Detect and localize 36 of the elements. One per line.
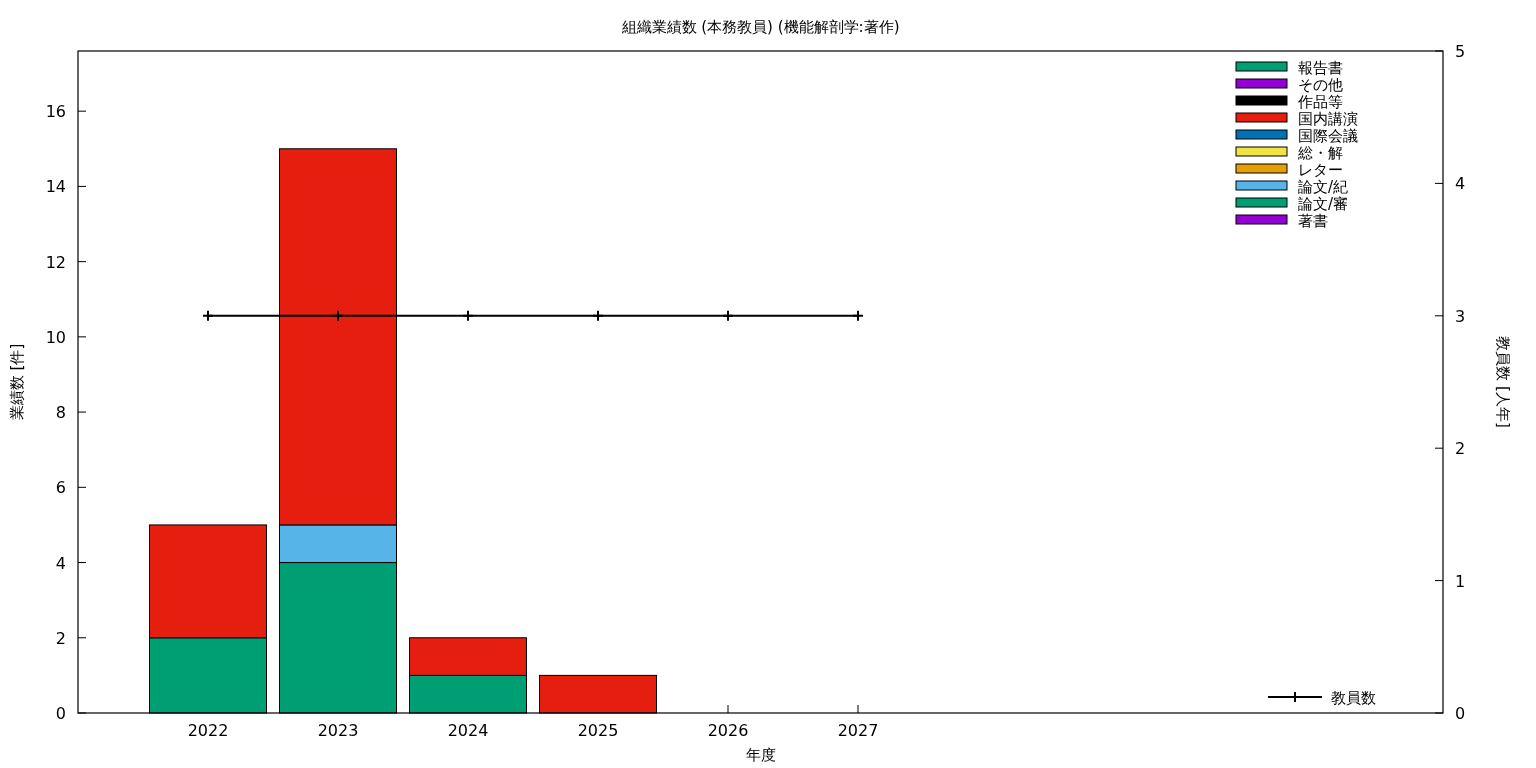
y-tick-label: 10	[45, 327, 66, 347]
x-axis-title: 年度	[745, 746, 776, 764]
legend-label: 著書	[1298, 212, 1328, 230]
legend-label: レター	[1298, 161, 1343, 179]
y2-axis-title: 教員数 [人年]	[1494, 336, 1512, 428]
x-tick-label: 2026	[707, 721, 749, 740]
legend-label: 教員数	[1331, 689, 1376, 707]
y2-tick-label: 0	[1455, 704, 1466, 723]
y2-tick-label: 3	[1455, 306, 1466, 326]
y-tick-label: 0	[55, 704, 66, 723]
y-tick-label: 2	[55, 628, 66, 648]
legend-label: 報告書	[1298, 59, 1343, 77]
y-tick-label: 16	[45, 102, 66, 122]
x-tick-label: 2024	[447, 721, 489, 740]
legend-label: その他	[1298, 76, 1343, 94]
x-tick-label: 2023	[317, 721, 359, 740]
y2-tick-label: 5	[1455, 42, 1466, 61]
legend-label: 国内講演	[1298, 110, 1358, 128]
y-tick-label: 6	[55, 478, 66, 498]
x-tick-label: 2025	[577, 721, 619, 740]
y2-tick-label: 2	[1455, 439, 1466, 459]
y-tick-label: 14	[45, 177, 66, 197]
y2-tick-label: 1	[1455, 571, 1466, 591]
legend-label: 総・解	[1297, 144, 1343, 162]
y2-tick-label: 4	[1455, 174, 1466, 194]
y-tick-label: 4	[55, 553, 66, 573]
chart-title: 組織業績数 (本務教員) (機能解剖学:著作)	[620, 18, 900, 36]
legend-label: 論文/審	[1298, 195, 1349, 213]
legend-label: 論文/紀	[1298, 178, 1349, 196]
legend-label: 作品等	[1297, 93, 1343, 111]
y-axis-title: 業績数 [件]	[8, 343, 26, 421]
x-tick-label: 2027	[837, 721, 879, 740]
y-tick-label: 12	[45, 252, 66, 272]
y-tick-label: 8	[55, 403, 66, 423]
legend-label: 国際会議	[1298, 127, 1358, 145]
x-tick-label: 2022	[187, 721, 229, 740]
